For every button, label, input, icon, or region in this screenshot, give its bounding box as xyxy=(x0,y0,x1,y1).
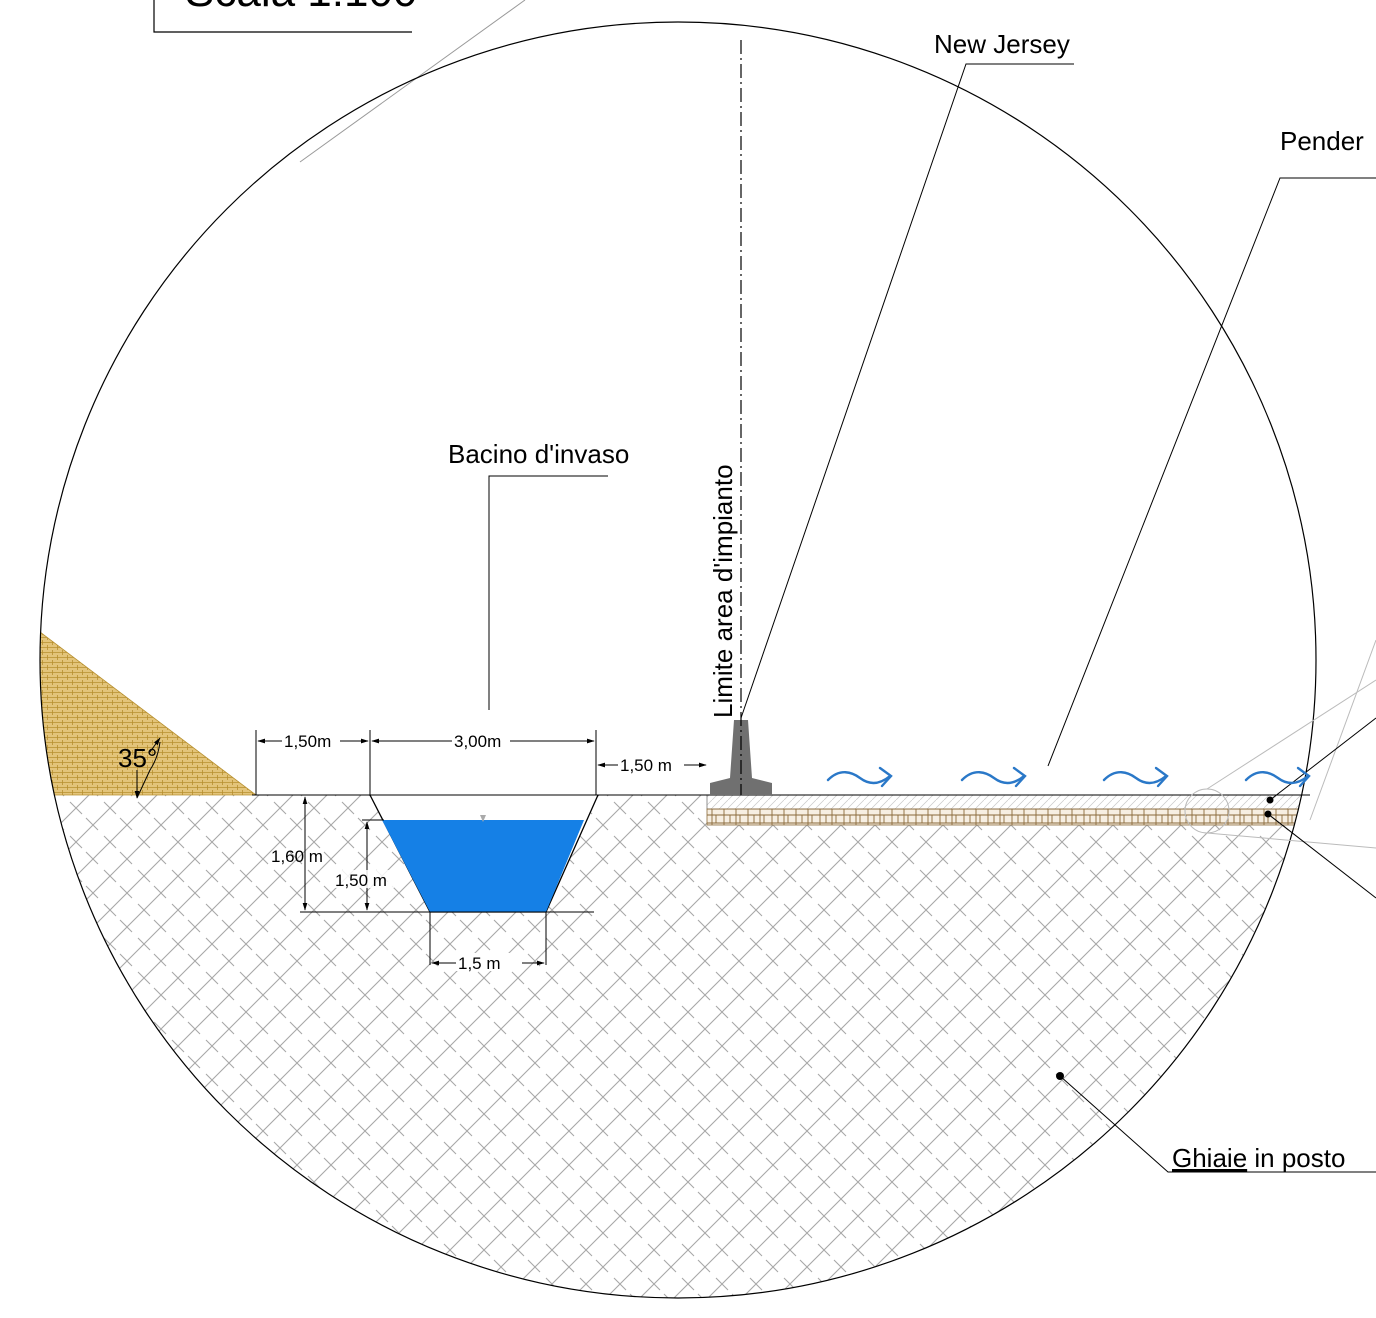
ground-section xyxy=(40,631,1316,1298)
title-block: Scala 1:100 xyxy=(153,0,417,33)
flow-arrows xyxy=(826,766,1311,788)
dim-right-berm: 1,50 m xyxy=(620,756,672,775)
dim-bg-top-width xyxy=(452,731,510,749)
leader-line-title xyxy=(299,0,526,163)
wave-arrow-icon xyxy=(1102,766,1169,788)
basin-water xyxy=(382,820,584,912)
water-level-icon xyxy=(480,815,486,822)
dim-bottom-width: 1,5 m xyxy=(458,954,501,973)
ghiaie-rest: in posto xyxy=(1247,1143,1345,1173)
angle-arrow-up xyxy=(149,737,161,753)
scale-text: Scala 1:100 xyxy=(185,0,417,16)
leader-new-jersey xyxy=(740,63,1074,719)
dimension-extensions xyxy=(255,730,597,965)
dim-left-berm: 1,50m xyxy=(284,732,331,751)
limite-label: Limite area d'impianto xyxy=(708,464,738,718)
dim-top-width: 3,00m xyxy=(454,732,501,751)
leader-pendenza xyxy=(1047,177,1376,767)
detail-leader-bottom xyxy=(1206,832,1376,849)
wave-arrow-icon xyxy=(826,766,893,788)
new-jersey-barrier xyxy=(710,720,772,795)
dim-bg-bottom-width xyxy=(456,953,522,971)
bacino-label: Bacino d'invaso xyxy=(448,439,629,469)
dim-bg-right-berm xyxy=(618,755,684,773)
dim-bg-water-depth xyxy=(334,870,394,888)
dim-total-depth: 1,60 m xyxy=(271,847,323,866)
detail-leader-mid xyxy=(1309,639,1376,821)
ghiaie-underlined: Ghiaie xyxy=(1172,1143,1247,1173)
sand-slope xyxy=(40,631,258,796)
leader-layer-top xyxy=(1269,717,1376,801)
new-jersey-label: New Jersey xyxy=(934,29,1070,59)
pavement-layer xyxy=(706,794,1316,810)
wave-arrow-icon xyxy=(960,766,1027,788)
ghiaie-label: Ghiaie in posto xyxy=(1172,1143,1345,1173)
detail-circle xyxy=(39,21,1317,1299)
leader-layer-bottom xyxy=(1267,813,1376,899)
angle-label: 35° xyxy=(118,743,157,773)
gravel-layer xyxy=(706,808,1316,826)
pendenza-label: Pender xyxy=(1280,126,1364,156)
dim-water-depth: 1,50 m xyxy=(335,871,387,890)
detail-leader-top xyxy=(1206,679,1376,790)
soil-hatch xyxy=(40,795,1316,1298)
leader-ghiaie xyxy=(1059,1075,1376,1173)
wave-arrow-icon xyxy=(1244,766,1311,788)
dim-bg-left-berm xyxy=(282,731,340,749)
leader-bacino xyxy=(488,475,608,710)
